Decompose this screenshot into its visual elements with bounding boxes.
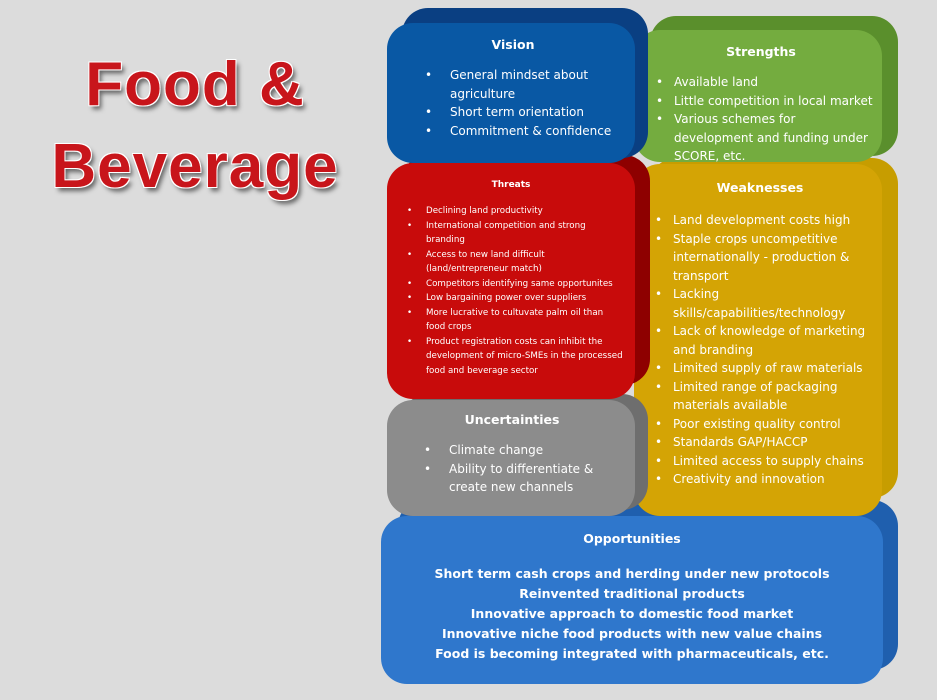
opportunity-line: Innovative niche food products with new … [441,626,823,641]
list-item: Lack of knowledge of marketing and brand… [648,322,872,359]
list-item: More lucrative to cultuvate palm oil tha… [399,306,623,335]
title-line-2: Beverage [51,132,339,201]
list-item: Little competition in local market [648,92,874,111]
strengths-list: Available land Little competition in loc… [648,73,874,166]
vision-heading: Vision [491,37,535,52]
strengths-heading: Strengths [726,44,796,59]
list-item: Low bargaining power over suppliers [399,291,623,306]
list-item: Declining land productivity [399,204,623,219]
list-item: Various schemes for development and fund… [648,110,874,166]
opportunity-line: Food is becoming integrated with pharmac… [435,646,829,661]
list-item: Standards GAP/HACCP [648,433,872,452]
strengths-box: Strengths Available land Little competit… [634,30,882,163]
opportunities-heading: Opportunities [583,531,681,546]
list-item: Commitment & confidence [405,122,621,141]
list-item: Limited supply of raw materials [648,359,872,378]
uncertainties-list: Climate change Ability to differentiate … [401,441,623,497]
threats-box: Threats Declining land productivity Inte… [387,163,635,399]
list-item: Poor existing quality control [648,415,872,434]
list-item: Ability to differentiate & create new ch… [401,460,623,497]
list-item: Short term orientation [405,103,621,122]
list-item: Creativity and innovation [648,470,872,489]
vision-list: General mindset about agriculture Short … [405,66,621,140]
uncertainties-box: Uncertainties Climate change Ability to … [387,400,635,516]
uncertainties-heading: Uncertainties [464,412,560,427]
list-item: Limited access to supply chains [648,452,872,471]
opportunity-line: Short term cash crops and herding under … [434,566,830,581]
opportunities-box: Opportunities Short term cash crops and … [381,516,883,684]
list-item: Access to new land difficult (land/entre… [399,248,623,277]
vision-box: Vision General mindset about agriculture… [387,23,635,163]
opportunity-line: Innovative approach to domestic food mar… [470,606,794,621]
opportunity-line: Reinvented traditional products [519,586,745,601]
title-line-1: Food & [85,50,305,119]
list-item: Competitors identifying same opportunite… [399,277,623,292]
weaknesses-list: Land development costs high Staple crops… [648,211,872,489]
list-item: Lacking skills/capabilities/technology [648,285,872,322]
weaknesses-box: Weaknesses Land development costs high S… [634,164,882,516]
list-item: General mindset about agriculture [405,66,621,103]
list-item: International competition and strong bra… [399,219,623,248]
list-item: Climate change [401,441,623,460]
weaknesses-heading: Weaknesses [716,180,804,195]
list-item: Limited range of packaging materials ava… [648,378,872,415]
list-item: Product registration costs can inhibit t… [399,335,623,379]
list-item: Available land [648,73,874,92]
list-item: Land development costs high [648,211,872,230]
threats-list: Declining land productivity Internationa… [399,204,623,378]
threats-heading: Threats [491,180,531,190]
list-item: Staple crops uncompetitive international… [648,230,872,286]
page-title: Food & Beverage [30,44,360,208]
